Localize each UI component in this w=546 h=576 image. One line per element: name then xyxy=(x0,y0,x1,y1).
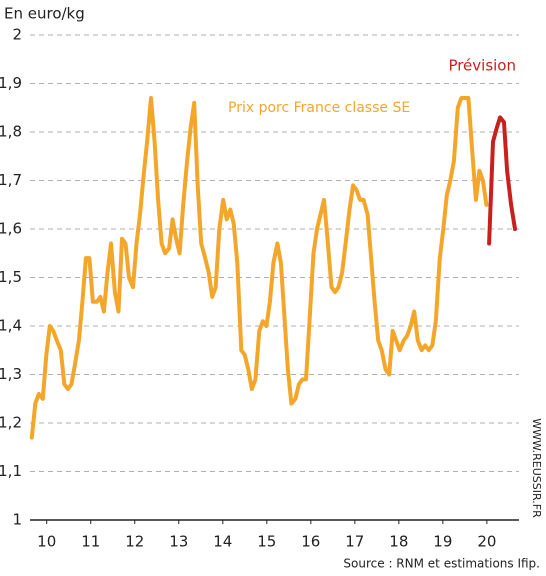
series-label: Prévision xyxy=(448,57,516,75)
y-tick-label: 1,9 xyxy=(0,74,22,92)
x-tick-label: 13 xyxy=(169,533,188,551)
y-tick-label: 1,5 xyxy=(0,268,22,286)
x-tick-label: 11 xyxy=(81,533,100,551)
x-tick-label: 10 xyxy=(37,533,56,551)
y-axis-label: En euro/kg xyxy=(4,5,85,23)
source: Source : RNM et estimations Ifip. xyxy=(343,557,540,571)
series-line xyxy=(29,96,489,440)
website: WWW.REUSSIR.FR xyxy=(530,418,543,518)
y-tick-label: 1,8 xyxy=(0,123,22,141)
x-tick-label: 17 xyxy=(345,533,364,551)
series-line xyxy=(487,115,517,246)
x-tick-label: 18 xyxy=(389,533,408,551)
x-tick-label: 12 xyxy=(125,533,144,551)
series-label: Prix porc France classe SE xyxy=(228,100,410,116)
y-tick-label: 1,1 xyxy=(0,462,22,480)
x-tick-label: 19 xyxy=(433,533,452,551)
y-tick-label: 1,7 xyxy=(0,171,22,189)
y-tick-label: 1 xyxy=(12,511,22,529)
y-tick-label: 2 xyxy=(12,26,22,44)
x-tick-label: 15 xyxy=(257,533,276,551)
y-tick-label: 1,6 xyxy=(0,220,22,238)
x-tick-label: 20 xyxy=(477,533,496,551)
y-tick-label: 1,2 xyxy=(0,414,22,432)
x-tick-label: 14 xyxy=(213,533,232,551)
y-tick-label: 1,3 xyxy=(0,365,22,383)
y-tick-label: 1,4 xyxy=(0,317,22,335)
x-tick-label: 16 xyxy=(301,533,320,551)
